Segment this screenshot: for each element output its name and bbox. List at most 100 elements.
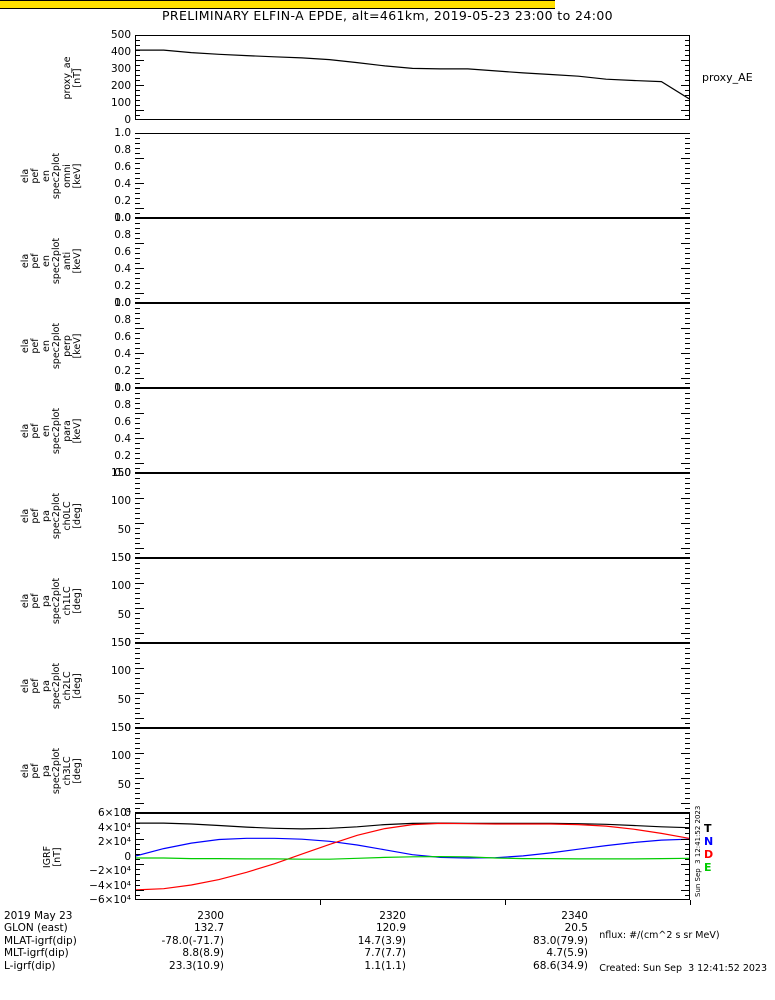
y-tick-label: 1.0: [114, 297, 131, 309]
highlight-bar: [0, 0, 555, 9]
y-tick-label: 100: [110, 665, 131, 678]
annotation-value: -78.0(-71.7): [161, 934, 224, 947]
y-tick-label: −2×10⁴: [89, 865, 131, 877]
y-axis-title-line: [deg]: [72, 502, 83, 529]
y-tick-label: 0.0: [114, 212, 131, 224]
y-tick-label: 0.0: [114, 297, 131, 309]
y-axis-title-line: spec2plot: [51, 577, 62, 624]
annotation-value: 132.7: [193, 922, 224, 935]
y-tick-label: 0: [124, 807, 131, 819]
y-tick-label: 50: [117, 608, 131, 621]
panel-stack: 500 400 300 200 100 0 proxy_ae [nT] 1.0 0.8 0.6 0.4…: [0, 0, 775, 905]
y-tick-label: 0.4: [114, 178, 131, 190]
trace-layer: [136, 822, 689, 891]
y-axis-title-line: [keV]: [72, 163, 83, 188]
y-tick-label: 0.4: [114, 433, 131, 445]
y-axis-title-line: spec2plot: [51, 322, 62, 369]
y-tick-label: 0.0: [114, 382, 131, 394]
annotation-row: MLAT-igrf(dip) -78.0(-71.7) 14.7(3.9) 83.0(…: [4, 935, 774, 947]
panel-pa_ch3lc: [135, 728, 690, 813]
annotation-row: MLT-igrf(dip) 8.8(8.9) 7.7(7.7) 4.7(5.9): [4, 947, 774, 959]
y-tick-label: 2×10⁴: [97, 836, 131, 848]
y-tick-label: 0.0: [114, 467, 131, 479]
y-axis-title-line: pef: [30, 507, 41, 524]
annotation-value: 4.7(5.9): [546, 947, 588, 960]
panel-en_perp: [135, 303, 690, 388]
panel-proxy_ae: [135, 35, 690, 120]
y-axis-title-line: [deg]: [72, 587, 83, 614]
y-tick-label: 0: [124, 850, 131, 863]
y-tick-label: 0.8: [114, 314, 131, 326]
footer-created: Created: Sun Sep 3 12:41:52 2023: [599, 963, 767, 974]
panel-pa_ch2lc: [135, 643, 690, 728]
annotation-value: 14.7(3.9): [357, 934, 406, 947]
y-tick-label: 50: [117, 778, 131, 791]
y-axis-title-line: spec2plot: [51, 492, 62, 539]
y-axis-title-line: pef: [30, 592, 41, 609]
y-tick-label: −6×10⁴: [89, 894, 131, 906]
x-axis-ticks: [135, 900, 691, 906]
y-tick-label: 1.0: [114, 382, 131, 394]
y-axis-title-line: [nT]: [72, 67, 83, 88]
page-title: PRELIMINARY ELFIN-A EPDE, alt=461km, 201…: [161, 8, 614, 23]
y-tick-label: 1.0: [114, 212, 131, 224]
y-tick-label: 200: [110, 80, 131, 92]
annotation-value: 1.1(1.1): [364, 959, 406, 972]
y-tick-label: 4×10⁴: [97, 821, 131, 834]
y-tick-label: 0: [124, 722, 131, 734]
y-tick-label: 100: [110, 97, 131, 109]
y-axis-title-line: spec2plot: [51, 407, 62, 454]
y-tick-label: 100: [110, 495, 131, 508]
y-tick-label: 50: [117, 693, 131, 706]
y-tick-label: 0.2: [114, 195, 131, 207]
annotation-row: L-igrf(dip) 23.3(10.9) 1.1(1.1) 68.6(34.9): [4, 960, 774, 972]
vertical-timestamp: Sun Sep 3 12:41:52 2023: [694, 805, 702, 897]
y-tick-label: 0.8: [114, 144, 131, 156]
y-axis-title-line: pef: [30, 762, 41, 779]
y-tick-label: 100: [110, 750, 131, 763]
y-tick-label: 0: [124, 637, 131, 649]
y-tick-label: −4×10⁴: [89, 879, 131, 892]
y-tick-label: 0.6: [114, 161, 131, 173]
y-axis-title-line: pef: [30, 167, 41, 184]
y-tick-label: 0: [124, 114, 131, 126]
annotation-table: 2019 May 23 2300 2320 2340 GLON (east) 132.7 1…: [4, 910, 774, 972]
annotation-row: 2019 May 23 2300 2320 2340: [4, 910, 774, 922]
y-tick-label: 150: [110, 637, 131, 649]
y-tick-label: 0.2: [114, 450, 131, 462]
y-axis-title-line: spec2plot: [51, 152, 62, 199]
annotation-value: 2300: [197, 910, 224, 922]
annotation-value: 7.7(7.7): [364, 947, 406, 960]
annotation-value: 2340: [561, 910, 588, 922]
y-tick-label: 0.8: [114, 399, 131, 411]
legend-item-T: T: [704, 822, 712, 835]
annotation-row-label: GLON (east): [4, 922, 68, 935]
footer-block: nflux: #/(cm^2 s sr MeV) Created: Sun Se…: [599, 908, 767, 996]
panel-en_anti: [135, 218, 690, 303]
y-axis-title-line: [deg]: [72, 672, 83, 699]
legend-item-E: E: [704, 861, 712, 874]
panel-pa_ch1lc: [135, 558, 690, 643]
proxy-ae-right-label: proxy_AE: [702, 70, 753, 84]
y-axis-title-line: spec2plot: [51, 237, 62, 284]
y-tick-label: 50: [117, 523, 131, 536]
y-axis-title-line: pef: [30, 422, 41, 439]
y-axis-title-line: spec2plot: [51, 662, 62, 709]
annotation-value: 120.9: [375, 922, 406, 935]
series-proxy_AE: [136, 49, 689, 100]
annotation-row-label: 2019 May 23: [4, 910, 73, 922]
y-tick-label: 0.8: [114, 229, 131, 241]
annotation-row-label: MLAT-igrf(dip): [4, 934, 77, 947]
y-tick-label: 0.2: [114, 280, 131, 292]
y-tick-label: 100: [110, 580, 131, 593]
y-tick-label: 400: [110, 46, 131, 58]
y-axis-title-line: spec2plot: [51, 747, 62, 794]
y-axis-title-line: pef: [30, 677, 41, 694]
y-axis-title-line: [keV]: [72, 248, 83, 273]
y-tick-label: 0.6: [114, 246, 131, 258]
trace-layer: [136, 49, 689, 100]
y-tick-label: 1.0: [114, 127, 131, 139]
annotation-value: 68.6(34.9): [533, 959, 588, 972]
panel-plot-area-proxy_ae: [136, 36, 689, 119]
series-N: [136, 837, 689, 859]
